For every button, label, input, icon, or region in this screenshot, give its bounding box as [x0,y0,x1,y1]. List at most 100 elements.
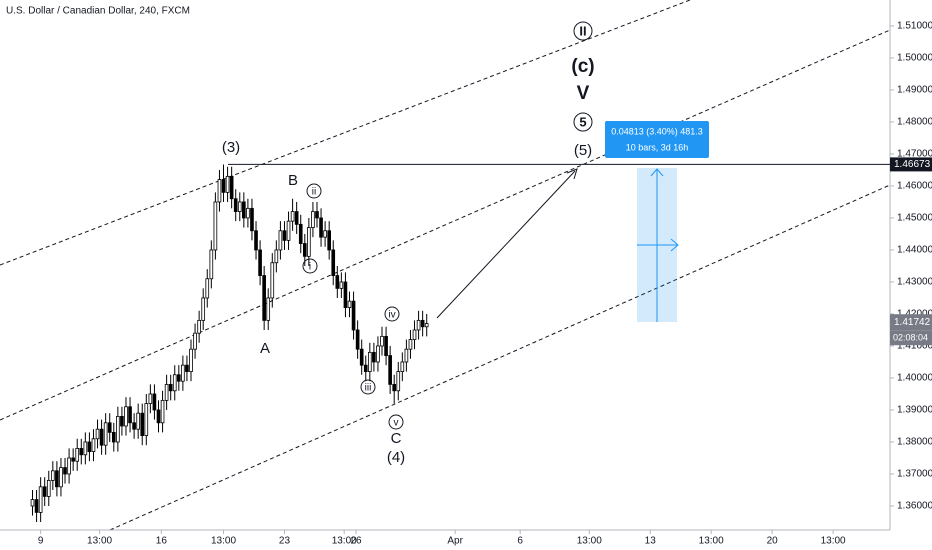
measure-span: 10 bars, 3d 16h [626,142,689,152]
candle-body [136,412,140,430]
candle-body [160,399,165,424]
candle-body [42,486,47,497]
x-tick-label: 9 [38,536,44,547]
candle-body [254,230,258,251]
x-tick-label: 26 [350,536,362,547]
candle-body [274,249,279,264]
y-tick-label: 1.37000 [897,469,932,480]
y-tick-label: 1.49000 [897,85,932,96]
candle-body [181,364,185,382]
candle-body [132,422,136,430]
candle-body [79,447,84,456]
candle-body [404,348,409,363]
candle-body [144,403,149,436]
measure-arrow-head [650,168,664,177]
candle-body [420,319,425,328]
candle-body [237,201,242,212]
x-tick-label: 16 [156,536,168,547]
candle-body [140,412,145,436]
x-tick-label: 13:00 [87,536,112,547]
candle-body [302,243,307,257]
candle-body [412,329,417,340]
wave-circle [360,379,376,395]
candle-body [229,175,234,200]
candle-body [367,351,372,372]
candle-body [286,220,291,241]
candle-body [156,409,161,424]
candle-body [201,297,206,321]
candle-body [298,223,303,244]
wave-label: (c) [571,56,594,77]
candle-body [225,175,230,193]
candle-body [152,393,157,411]
horizontal-line-label-bg [890,157,932,172]
x-tick-label: 6 [517,536,523,547]
candle-body [87,441,92,452]
candle-body [339,281,344,289]
x-tick-label: 20 [767,536,779,547]
wave-label: C [391,430,402,447]
candle-body [307,227,311,257]
candle-body [176,374,181,382]
candle-body [416,319,421,331]
y-tick-label: 1.40000 [897,373,932,384]
candle-body [148,393,153,404]
projection-arrow-head [566,168,578,180]
wave-label: II [579,23,586,38]
y-tick-label: 1.44000 [897,245,932,256]
candle-body [408,339,413,350]
candle-body [242,201,246,219]
candle-body [164,383,169,401]
candle-body [363,364,368,372]
candle-body [396,371,401,392]
countdown-label: 02:08:04 [893,333,928,343]
y-tick-label: 1.46000 [897,181,932,192]
candle-body [372,351,376,363]
candle-body [30,499,35,507]
candle-body [172,374,177,392]
wave-label: A [260,340,270,357]
candle-body [355,329,360,350]
x-tick-label: 13:00 [821,536,846,547]
y-tick-label: 1.47000 [897,149,932,160]
candle-body [111,431,116,443]
candle-body [246,207,250,219]
candle-body [315,211,319,219]
candle-body [46,479,51,497]
wave-circle [573,112,593,132]
candle-body [311,211,315,228]
last-price-bg [890,314,932,331]
last-price-label: 1.41742 [894,317,931,328]
candle-body [233,198,238,212]
wave-circle [306,183,322,199]
candle-body [55,470,59,488]
wave-circle [384,306,400,322]
candle-body [124,406,128,427]
wave-circle [302,258,318,274]
candle-body [107,422,112,433]
candle-body [376,345,380,363]
channel-line [0,29,891,421]
candle-body [250,207,254,232]
x-tick-label: 13 [645,536,657,547]
y-tick-label: 1.36000 [897,501,932,512]
x-tick-label: 23 [279,536,291,547]
wave-label: iv [388,310,395,321]
candle-body [278,230,283,251]
candle-body [282,230,287,241]
candle-body [95,428,100,440]
candle-body [323,230,327,238]
candle-body [213,201,218,251]
candle-body [103,422,108,446]
candle-body [380,335,384,347]
x-tick-label: Apr [447,536,463,547]
candle-body [38,486,43,513]
candle-body [197,319,201,334]
candle-body [63,467,67,475]
candle-body [99,428,104,446]
candle-body [168,383,173,392]
candle-body [359,348,364,366]
candle-body [343,281,348,308]
candle-body [335,275,340,289]
